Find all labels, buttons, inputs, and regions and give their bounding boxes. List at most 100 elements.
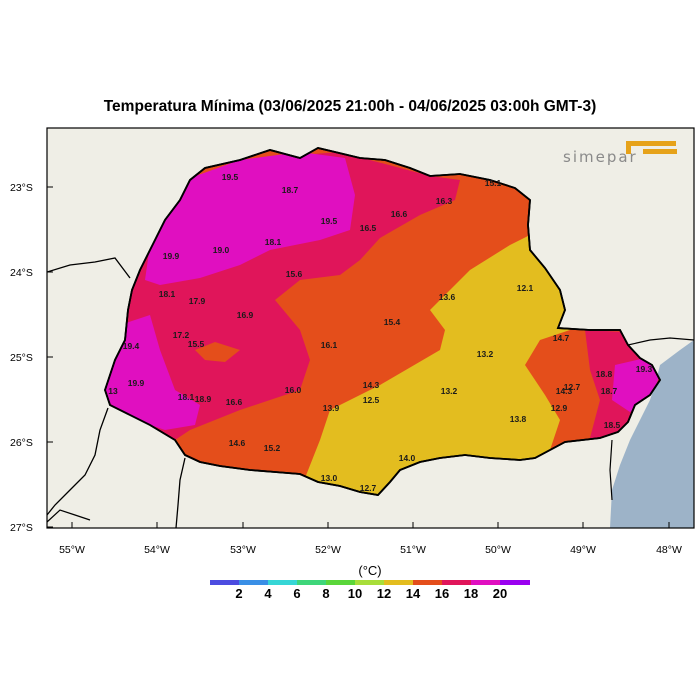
colorbar-label: 2 [235,586,242,601]
x-tick-label: 53°W [230,544,256,556]
colorbar-label: 16 [435,586,449,601]
station-value: 16.9 [237,310,254,320]
colorbar-swatch [268,580,297,585]
station-value: 19.9 [163,251,180,261]
station-value: 14.7 [553,333,570,343]
colorbar-swatch [500,580,530,585]
colorbar-label: 10 [348,586,362,601]
country-border-southwest [47,407,109,516]
y-tick-label: 27°S [10,522,33,534]
station-value: 16.6 [391,209,408,219]
station-value: 18.1 [159,289,176,299]
map-title: Temperatura Mínima (03/06/2025 21:00h - … [103,98,597,115]
station-value: 14.0 [399,453,416,463]
logo-text: simepar [563,148,638,166]
colorbar-swatch [442,580,471,585]
x-tick-label: 55°W [59,544,85,556]
map-frame [46,127,695,529]
colorbar-unit: (°C) [358,563,382,578]
coast-north [627,337,694,346]
station-value: 17.9 [189,296,206,306]
simepar-logo: simepar [563,141,677,166]
station-value: 18.5 [604,420,621,430]
colorbar-label: 14 [406,586,421,601]
country-border-west [47,257,131,279]
station-value: 19.5 [222,172,239,182]
state-border-south [175,457,186,528]
station-value: 15.5 [188,339,205,349]
station-value: 19.9 [128,378,145,388]
station-value: 14.3 [556,386,573,396]
station-value: 19.3 [636,364,653,374]
temperature-zones [105,148,660,495]
station-value: 12.1 [517,283,534,293]
x-tick-label: 54°W [144,544,170,556]
station-value: 13.2 [441,386,458,396]
station-values: 19.5 18.7 15.1 16.3 16.6 19.5 16.5 18.1 … [108,172,652,493]
colorbar-label: 20 [493,586,507,601]
station-value: 13.9 [323,403,340,413]
station-value: 12.7 [564,382,581,392]
colorbar-swatch [297,580,326,585]
station-value: 15.2 [264,443,281,453]
x-tick-label: 51°W [400,544,426,556]
station-value: 19.4 [123,341,140,351]
station-value: 12.5 [363,395,380,405]
station-value: 13.6 [439,292,456,302]
station-value: 19.0 [213,245,230,255]
colorbar-label: 12 [377,586,391,601]
station-value: 15.1 [485,178,502,188]
logo-bar-left [626,141,631,154]
y-tick-label: 24°S [10,267,33,279]
station-value: 16.1 [321,340,338,350]
station-value: 16.5 [360,223,377,233]
station-value: 18.7 [601,386,618,396]
colorbar-swatch [355,580,384,585]
colorbar-swatch [210,580,239,585]
state-border-sc [609,439,613,501]
colorbar-swatch [326,580,355,585]
colorbar-swatch [239,580,268,585]
zone-18-20-west [105,315,200,430]
station-value: 13.8 [510,414,527,424]
y-tick-label: 23°S [10,182,33,194]
y-tick-label: 26°S [10,437,33,449]
station-value: 16.0 [285,385,302,395]
station-value: 13 [108,386,118,396]
logo-bar-top [626,141,676,146]
colorbar-swatch [413,580,442,585]
colorbar-swatch [384,580,413,585]
x-tick-label: 52°W [315,544,341,556]
station-value: 18.9 [195,394,212,404]
station-value: 13.2 [477,349,494,359]
colorbar-swatch [471,580,500,585]
zone-16-island [195,342,240,362]
station-value: 12.7 [360,483,377,493]
station-value: 16.6 [226,397,243,407]
station-value: 16.3 [436,196,453,206]
station-value: 15.4 [384,317,401,327]
zone-18-20-north [145,152,355,285]
y-axis: 23°S 24°S 25°S 26°S 27°S [10,182,53,534]
station-value: 14.6 [229,438,246,448]
state-border [104,147,662,496]
colorbar-label: 18 [464,586,478,601]
station-value: 18.8 [596,369,613,379]
station-value: 18.1 [265,237,282,247]
station-value: 14.3 [363,380,380,390]
colorbar-label: 4 [264,586,272,601]
station-value: 15.6 [286,269,303,279]
station-value: 12.9 [551,403,568,413]
zone-12-14 [305,235,570,495]
station-value: 18.1 [178,392,195,402]
station-value: 13.0 [321,473,338,483]
y-tick-label: 25°S [10,352,33,364]
ocean [610,340,694,528]
colorbar-label: 8 [322,586,329,601]
x-axis: 55°W 54°W 53°W 52°W 51°W 50°W 49°W 48°W [59,522,682,556]
river-border [47,509,91,523]
x-tick-label: 50°W [485,544,511,556]
station-value: 17.2 [173,330,190,340]
colorbar: 2 4 6 8 10 12 14 16 18 20 [210,580,530,601]
